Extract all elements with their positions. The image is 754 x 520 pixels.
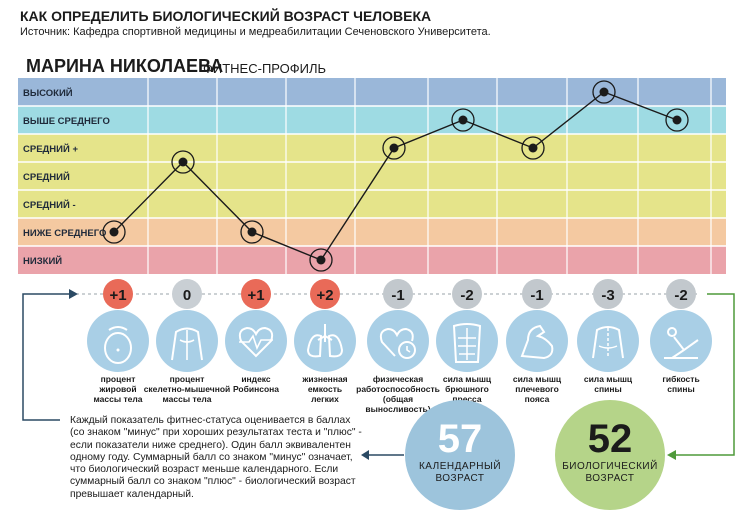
- calendar-age-circle: 57 КАЛЕНДАРНЫЙ ВОЗРАСТ: [405, 400, 515, 510]
- score-badge: 0: [172, 279, 202, 309]
- data-point: [240, 220, 264, 244]
- heart-clock-icon: [367, 310, 429, 372]
- profile-name: МАРИНА НИКОЛАЕВА: [26, 56, 224, 76]
- band-1: [18, 106, 726, 134]
- data-point: [171, 150, 195, 174]
- svg-text:-1: -1: [530, 287, 543, 304]
- page-title: КАК ОПРЕДЕЛИТЬ БИОЛОГИЧЕСКИЙ ВОЗРАСТ ЧЕЛ…: [20, 8, 432, 24]
- svg-text:+2: +2: [316, 287, 333, 304]
- source-note: Источник: Кафедра спортивной медицины и …: [20, 26, 491, 38]
- bio-age-circle: 52 БИОЛОГИЧЕСКИЙ ВОЗРАСТ: [555, 400, 665, 510]
- biceps-icon: [506, 310, 568, 372]
- bio-age-value: 52: [587, 417, 633, 461]
- indicator-label: сила мышц брюшного пресса: [442, 374, 492, 404]
- band-label: ВЫШЕ СРЕДНЕГО: [23, 116, 110, 127]
- score-badge: -1: [522, 279, 552, 309]
- heart-pulse-icon: [225, 310, 287, 372]
- band-label: СРЕДНИЙ +: [23, 143, 78, 155]
- data-point: [382, 136, 406, 160]
- data-point: [665, 108, 689, 132]
- band-label: НИЗКИЙ: [23, 255, 62, 267]
- profile-subtitle: ФИТНЕС-ПРОФИЛЬ: [203, 61, 327, 76]
- score-badge: -2: [666, 279, 696, 309]
- band-5: [18, 218, 726, 246]
- calendar-age-caption: КАЛЕНДАРНЫЙ ВОЗРАСТ: [418, 461, 502, 484]
- data-point: [592, 80, 616, 104]
- svg-text:-2: -2: [460, 287, 473, 304]
- abs-icon: [436, 310, 498, 372]
- bio-age-caption: БИОЛОГИЧЕСКИЙ ВОЗРАСТ: [562, 461, 658, 484]
- score-badge: +2: [310, 279, 340, 309]
- data-point: [451, 108, 475, 132]
- data-point: [309, 248, 333, 272]
- back-muscles-icon: [156, 310, 218, 372]
- score-badge: -2: [452, 279, 482, 309]
- indicator-label: сила мышц спины: [583, 374, 633, 394]
- indicator-label: гибкость спины: [662, 374, 700, 394]
- svg-text:-2: -2: [674, 287, 687, 304]
- indicator-label: сила мышц плечевого пояса: [512, 374, 562, 404]
- data-point: [102, 220, 126, 244]
- data-point: [521, 136, 545, 160]
- band-label: СРЕДНИЙ: [23, 171, 70, 183]
- back-spine-icon: [577, 310, 639, 372]
- indicator-label: жизненная емкость легких: [302, 374, 348, 404]
- score-badge: -1: [383, 279, 413, 309]
- indicator-label: процент жировой массы тела: [93, 374, 143, 404]
- right-arrow: [674, 293, 735, 456]
- belly-icon: [87, 310, 149, 372]
- calendar-age-value: 57: [437, 417, 483, 461]
- score-badge: +1: [241, 279, 271, 309]
- band-2: [18, 134, 726, 162]
- left-arrow: [22, 293, 70, 421]
- band-0: [18, 78, 726, 106]
- svg-text:-1: -1: [391, 287, 404, 304]
- band-6: [18, 246, 726, 274]
- explanation-text: Каждый показатель фитнес-статуса оценива…: [70, 415, 362, 500]
- svg-text:+1: +1: [109, 287, 126, 304]
- indicator-label: процент скелетно-мышечной массы тела: [143, 374, 231, 404]
- svg-text:-3: -3: [601, 287, 614, 304]
- score-badge: -3: [593, 279, 623, 309]
- band-label: НИЖЕ СРЕДНЕГО: [23, 228, 106, 239]
- band-label: ВЫСОКИЙ: [23, 87, 73, 99]
- band-4: [18, 190, 726, 218]
- lungs-icon: [294, 310, 356, 372]
- stretching-icon: [650, 310, 712, 372]
- indicator-label: индекс Робинсона: [232, 374, 280, 394]
- indicator-label: физическая работоспособность (общая выносл…: [356, 374, 440, 414]
- svg-text:0: 0: [183, 287, 191, 304]
- band-label: СРЕДНИЙ -: [23, 199, 76, 211]
- svg-text:+1: +1: [247, 287, 264, 304]
- band-3: [18, 162, 726, 190]
- score-badge: +1: [103, 279, 133, 309]
